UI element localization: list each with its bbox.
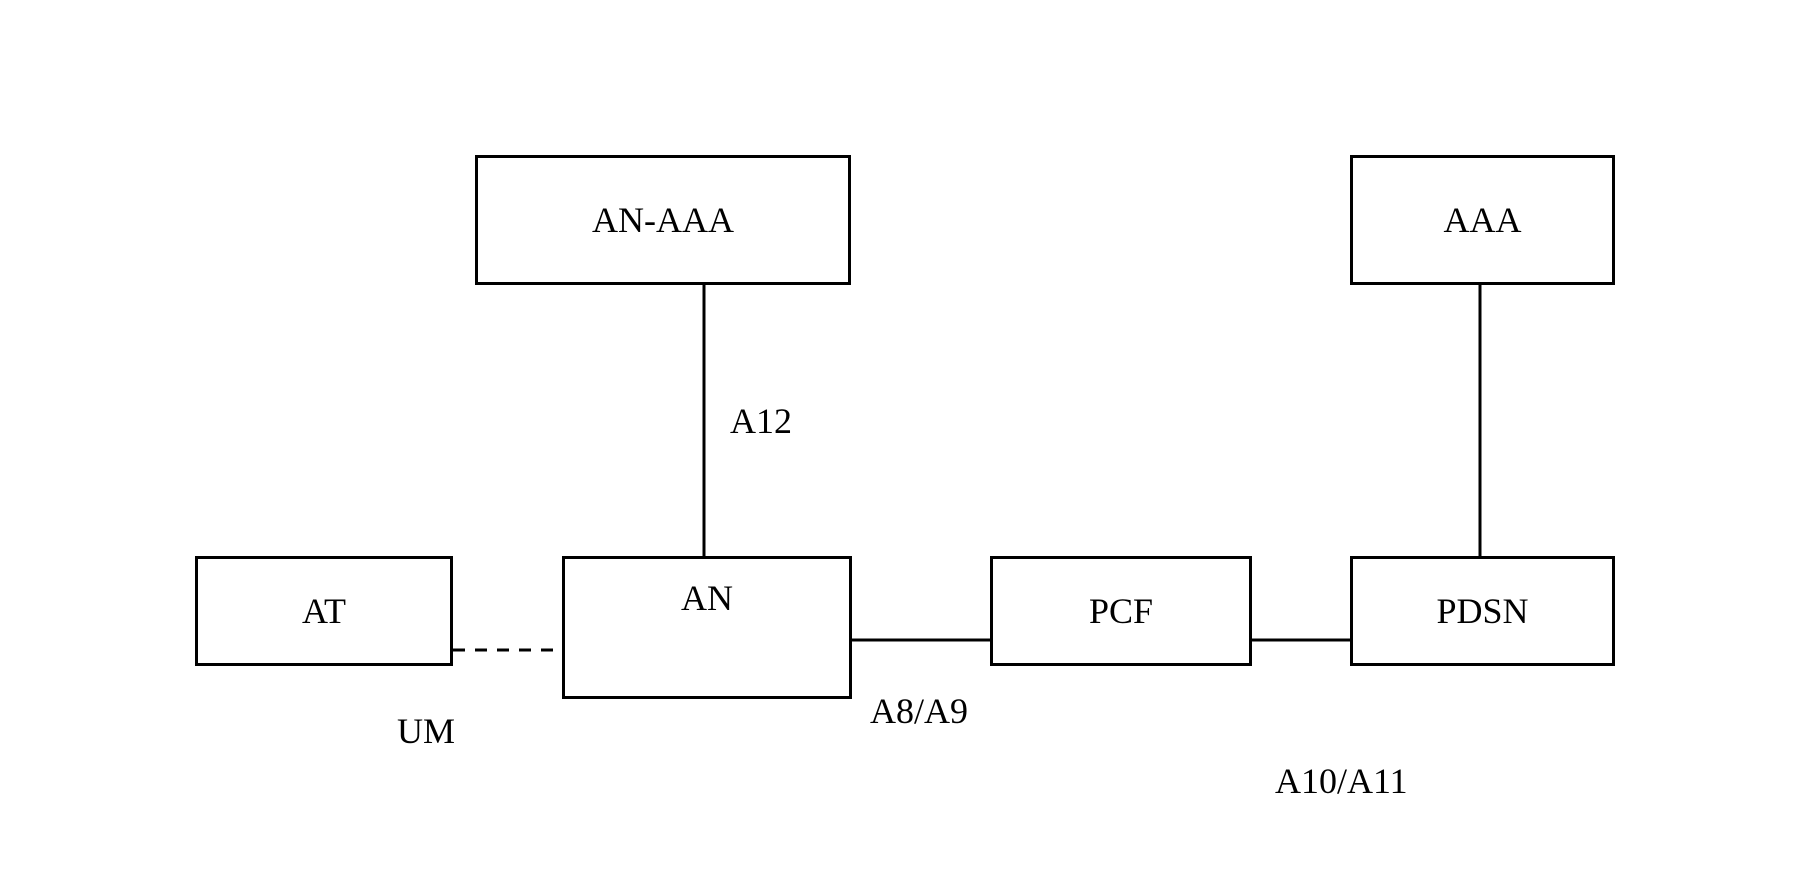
node-pdsn-label: PDSN xyxy=(1436,590,1528,632)
node-an-label: AN xyxy=(681,577,733,619)
node-pdsn: PDSN xyxy=(1350,556,1615,666)
diagram-edges xyxy=(0,0,1794,884)
edge-um-label: UM xyxy=(397,710,455,752)
node-an-aaa-label: AN-AAA xyxy=(592,199,734,241)
node-aaa: AAA xyxy=(1350,155,1615,285)
edge-a8a9-label: A8/A9 xyxy=(870,690,968,732)
node-an-aaa: AN-AAA xyxy=(475,155,851,285)
node-aaa-label: AAA xyxy=(1444,199,1522,241)
node-pcf-label: PCF xyxy=(1089,590,1153,632)
edge-a12-label: A12 xyxy=(730,400,792,442)
node-at-label: AT xyxy=(302,590,346,632)
node-at: AT xyxy=(195,556,453,666)
diagram-canvas: AT AN AN-AAA PCF PDSN AAA UM A12 A8/A9 A… xyxy=(0,0,1794,884)
edge-a10a11-label: A10/A11 xyxy=(1275,760,1408,802)
node-pcf: PCF xyxy=(990,556,1252,666)
node-an: AN xyxy=(562,556,852,699)
